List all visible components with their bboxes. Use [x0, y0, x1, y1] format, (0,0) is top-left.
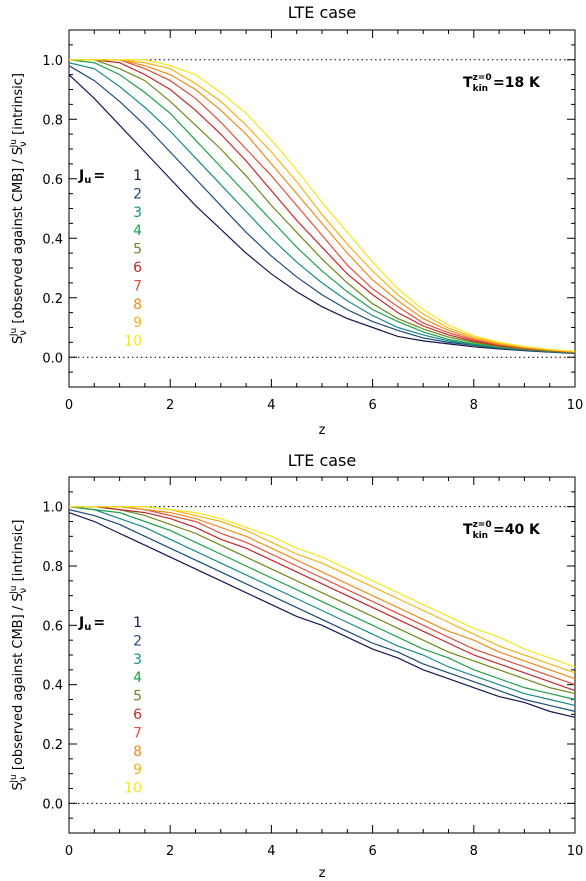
y-axis-label: SνJu [observed against CMB] / SνJu [intr… [9, 73, 29, 344]
x-tick-label: 0 [65, 398, 73, 413]
y-tick-label: 0.2 [42, 292, 63, 307]
legend-entry-4: 4 [133, 223, 142, 239]
legend-title: Ju = [78, 615, 105, 633]
y-tick-label: 0.0 [42, 351, 63, 366]
y-tick-label: 1.0 [42, 54, 63, 69]
series-line-ju-6 [69, 506, 576, 692]
series-line-ju-10 [69, 506, 576, 668]
legend-entry-6: 6 [133, 707, 142, 723]
legend-entry-2: 2 [133, 186, 142, 202]
series-line-ju-8 [69, 59, 576, 353]
x-tick-label: 10 [567, 398, 584, 413]
series-line-ju-7 [69, 59, 576, 353]
series-line-ju-1 [68, 512, 576, 718]
x-tick-label: 10 [567, 844, 584, 859]
legend-entry-7: 7 [133, 278, 142, 294]
y-tick-label: 0.8 [42, 113, 63, 128]
series-line-ju-2 [68, 65, 576, 354]
legend-entry-3: 3 [133, 205, 142, 221]
legend-entry-10: 10 [124, 781, 142, 797]
x-tick-label: 2 [166, 844, 174, 859]
legend-entry-8: 8 [133, 744, 142, 760]
chart-panel-2: LTE case 0 2 4 6 8 10 0.0 0.2 0.4 0.6 0.8 1.0 z SνJu [… [9, 451, 583, 881]
legend-entry-9: 9 [133, 315, 142, 331]
legend-entry-1: 1 [133, 168, 142, 184]
x-axis-label: z [319, 866, 326, 881]
temperature-annotation: Tz=0 kin =18 K [463, 73, 541, 94]
series-line-ju-9 [69, 59, 576, 353]
y-tick-label: 0.4 [42, 679, 63, 694]
series-line-ju-5 [69, 506, 576, 695]
legend-title: Ju = [78, 168, 105, 186]
x-tick-label: 6 [368, 398, 376, 413]
series-line-ju-4 [68, 59, 576, 354]
legend-entry-9: 9 [133, 762, 142, 778]
series-line-ju-2 [68, 509, 576, 712]
x-tick-label: 4 [267, 398, 275, 413]
y-tick-label: 0.6 [42, 619, 63, 634]
legend-entry-3: 3 [133, 652, 142, 668]
y-tick-label: 1.0 [42, 501, 63, 516]
x-tick-label: 6 [368, 844, 376, 859]
legend-entry-2: 2 [133, 633, 142, 649]
x-tick-label: 4 [267, 844, 275, 859]
series-line-ju-1 [68, 74, 576, 354]
y-tick-label: 0.2 [42, 738, 63, 753]
y-tick-label: 0.8 [42, 560, 63, 575]
y-tick-label: 0.6 [42, 173, 63, 188]
series-line-ju-5 [69, 59, 576, 354]
legend-entry-7: 7 [133, 725, 142, 741]
chart-title: LTE case [288, 3, 356, 22]
y-tick-label: 0.4 [42, 232, 63, 247]
chart-panel-1: LTE case 0 2 4 6 8 10 0.0 0.2 0.4 0.6 0.8 1.0 z SνJu [… [9, 3, 583, 438]
legend-entry-5: 5 [133, 689, 142, 705]
series-line-ju-3 [68, 62, 576, 354]
series-line-ju-6 [69, 59, 576, 353]
legend-entry-4: 4 [133, 670, 142, 686]
chart-title: LTE case [288, 451, 356, 470]
legend-entry-5: 5 [133, 242, 142, 258]
series-line-ju-3 [68, 506, 576, 707]
legend-entry-8: 8 [133, 297, 142, 313]
x-tick-label: 0 [65, 844, 73, 859]
x-tick-label: 8 [470, 398, 478, 413]
legend-entry-6: 6 [133, 260, 142, 276]
x-tick-label: 8 [470, 844, 478, 859]
series-line-ju-7 [69, 506, 576, 686]
x-tick-label: 2 [166, 398, 174, 413]
series-line-ju-10 [69, 59, 576, 352]
legend-entry-10: 10 [124, 334, 142, 350]
y-axis-label: SνJu [observed against CMB] / SνJu [intr… [9, 520, 29, 791]
y-tick-label: 0.0 [42, 797, 63, 812]
temperature-annotation: Tz=0 kin =40 K [463, 520, 541, 541]
x-axis-label: z [319, 423, 326, 438]
series-line-ju-8 [69, 506, 576, 680]
legend-entry-1: 1 [133, 615, 142, 631]
series-line-ju-4 [68, 506, 576, 701]
